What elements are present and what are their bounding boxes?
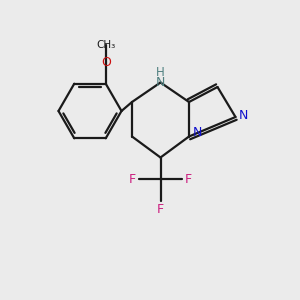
Text: F: F: [185, 172, 192, 186]
Text: N: N: [193, 126, 202, 140]
Text: F: F: [129, 172, 136, 186]
Text: O: O: [101, 56, 111, 69]
Text: F: F: [157, 202, 164, 216]
Text: N: N: [239, 109, 249, 122]
Text: H: H: [156, 65, 165, 79]
Text: CH₃: CH₃: [96, 40, 116, 50]
Text: N: N: [156, 76, 165, 89]
